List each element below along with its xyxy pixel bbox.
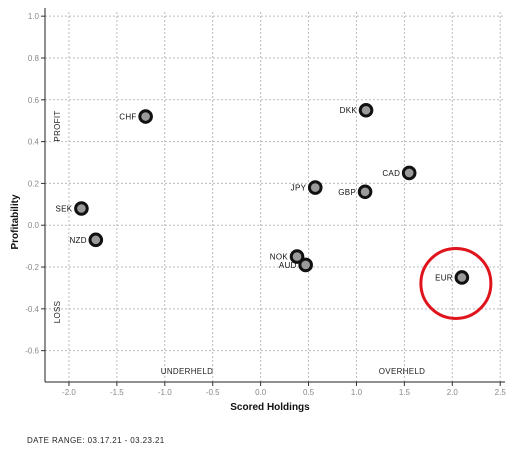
region-label-profit: PROFIT	[53, 110, 62, 141]
point-jpy	[307, 180, 323, 195]
axes	[41, 8, 505, 386]
point-label-jpy: JPY	[291, 184, 307, 193]
y-tick-label: -0.2	[25, 263, 39, 272]
y-tick-label: 0.4	[28, 138, 40, 147]
point-label-nok: NOK	[270, 253, 289, 262]
y-tick-label: -0.4	[25, 305, 39, 314]
point-gbp	[357, 184, 373, 200]
point-label-sek: SEK	[55, 204, 72, 213]
y-tick-label: 0.8	[28, 54, 40, 63]
x-tick-label: 1.0	[351, 388, 363, 397]
point-dkk	[358, 102, 374, 118]
point-label-gbp: GBP	[338, 188, 356, 197]
y-tick-label: 0.6	[28, 96, 40, 105]
region-label-loss: LOSS	[53, 301, 62, 324]
point-nzd	[88, 232, 104, 248]
highlight-circle	[419, 246, 493, 320]
region-label-underheld: UNDERHELD	[161, 367, 214, 376]
x-tick-label: -1.5	[110, 388, 124, 397]
region-labels: PROFIT LOSS UNDERHELD OVERHELD	[53, 110, 425, 376]
point-label-aud: AUD	[279, 261, 297, 270]
highlight-layer	[419, 246, 493, 320]
x-tick-label: -2.0	[62, 388, 76, 397]
point-label-eur: EUR	[435, 273, 453, 282]
point-label-cad: CAD	[382, 169, 400, 178]
x-tick-label: 2.5	[495, 388, 507, 397]
date-range: DATE RANGE: 03.17.21 - 03.23.21	[27, 436, 165, 445]
point-label-nzd: NZD	[69, 236, 86, 245]
point-label-dkk: DKK	[340, 106, 358, 115]
y-axis-title: Profitability	[10, 194, 21, 249]
x-tick-label: 0.0	[255, 388, 267, 397]
point-aud	[298, 257, 313, 273]
x-tick-label: 2.0	[447, 388, 459, 397]
y-tick-label: 0.2	[28, 179, 40, 188]
x-tick-label: 1.5	[399, 388, 411, 397]
point-label-chf: CHF	[119, 113, 136, 122]
point-nok	[289, 249, 305, 264]
x-axis-title: Scored Holdings	[230, 402, 310, 413]
y-tick-label: -0.6	[25, 347, 39, 356]
point-eur	[454, 270, 470, 285]
y-tick-label: 1.0	[28, 12, 40, 21]
point-sek	[74, 201, 89, 216]
y-tick-label: 0.0	[28, 221, 40, 230]
region-label-overheld: OVERHELD	[379, 367, 425, 376]
tick-labels: -2.0 -1.5 -1.0 -0.5 0.0 0.5 1.0 1.5 2.0 2.5 -0.6 -0…	[25, 12, 506, 397]
scatter-chart: -2.0 -1.5 -1.0 -0.5 0.0 0.5 1.0 1.5 2.0 2.5 -0.6 -0…	[10, 8, 506, 413]
x-tick-label: -1.0	[158, 388, 172, 397]
x-tick-label: 0.5	[303, 388, 315, 397]
grid	[45, 12, 505, 382]
point-chf	[138, 109, 153, 124]
x-tick-label: -0.5	[206, 388, 220, 397]
point-cad	[401, 165, 417, 181]
